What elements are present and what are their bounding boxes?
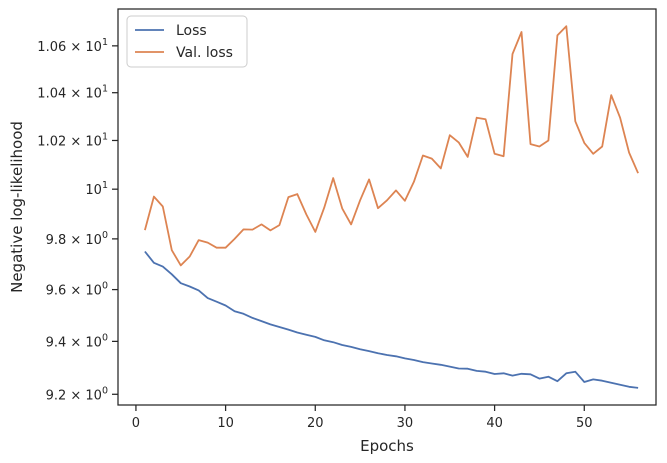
y-tick-label: 9.6 × 100 <box>46 281 108 299</box>
plot-background <box>118 9 656 405</box>
y-tick-label: 1.04 × 101 <box>37 84 108 102</box>
x-tick-label: 30 <box>397 416 414 431</box>
x-tick-label: 50 <box>576 416 593 431</box>
plot-frame <box>117 8 657 406</box>
series-layer <box>144 25 639 389</box>
y-tick-label: 1.06 × 101 <box>37 37 108 55</box>
y-tick-label: 101 <box>85 180 108 198</box>
x-tick-label: 10 <box>217 416 234 431</box>
x-tick-label: 20 <box>307 416 324 431</box>
y-tick-label: 9.4 × 100 <box>46 332 108 350</box>
y-axis-label: Negative log-likelihood <box>8 121 26 293</box>
series-line-loss <box>144 250 639 389</box>
y-tick-label: 9.2 × 100 <box>46 385 108 403</box>
y-tick-label: 1.02 × 101 <box>37 131 108 149</box>
x-axis-ticks: 0 10 20 30 40 50 <box>132 405 593 431</box>
y-tick-label: 9.8 × 100 <box>46 230 108 248</box>
series-line-val-loss <box>144 25 639 267</box>
legend-label-loss: Loss <box>176 23 207 39</box>
legend-box <box>126 15 248 68</box>
x-axis-label: Epochs <box>360 437 414 455</box>
y-axis-ticks: 9.2 × 100 9.4 × 100 9.6 × 100 9.8 × 100 101 1… <box>37 37 118 403</box>
legend: Loss Val. loss <box>126 15 248 68</box>
legend-label-val-loss: Val. loss <box>176 45 233 61</box>
x-tick-label: 0 <box>132 416 140 431</box>
x-tick-label: 40 <box>486 416 503 431</box>
